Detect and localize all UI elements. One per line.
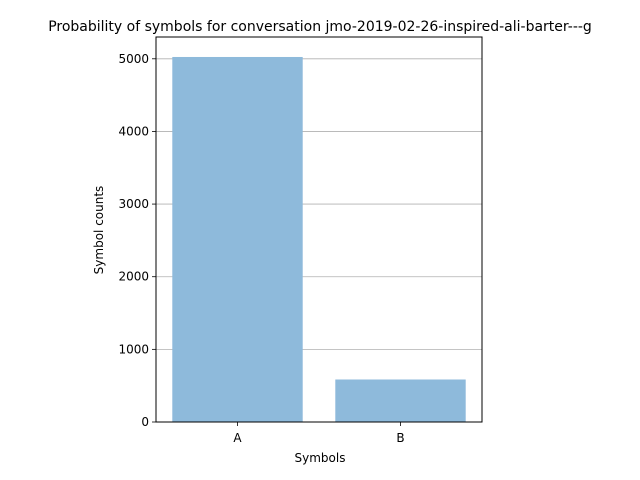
y-tick-label-2: 2000	[118, 270, 149, 284]
y-tick-label-1: 1000	[118, 342, 149, 356]
bar-A	[172, 56, 303, 423]
x-axis-label: Symbols	[295, 451, 346, 465]
y-axis-ticks: 0 1000 2000 3000 4000 5000	[118, 52, 156, 429]
y-tick-label-3: 3000	[118, 197, 149, 211]
plot-frame	[155, 36, 483, 423]
bar-B	[335, 379, 466, 422]
y-axis-label: Symbol counts	[92, 186, 106, 275]
y-tick-label-0: 0	[141, 415, 149, 429]
chart-title: Probability of symbols for conversation …	[48, 19, 592, 35]
bars	[172, 56, 466, 423]
y-tick-label-4: 4000	[118, 124, 149, 138]
x-tick-label-B: B	[396, 431, 404, 445]
x-tick-label-A: A	[233, 431, 242, 445]
y-tick-label-5: 5000	[118, 52, 149, 66]
